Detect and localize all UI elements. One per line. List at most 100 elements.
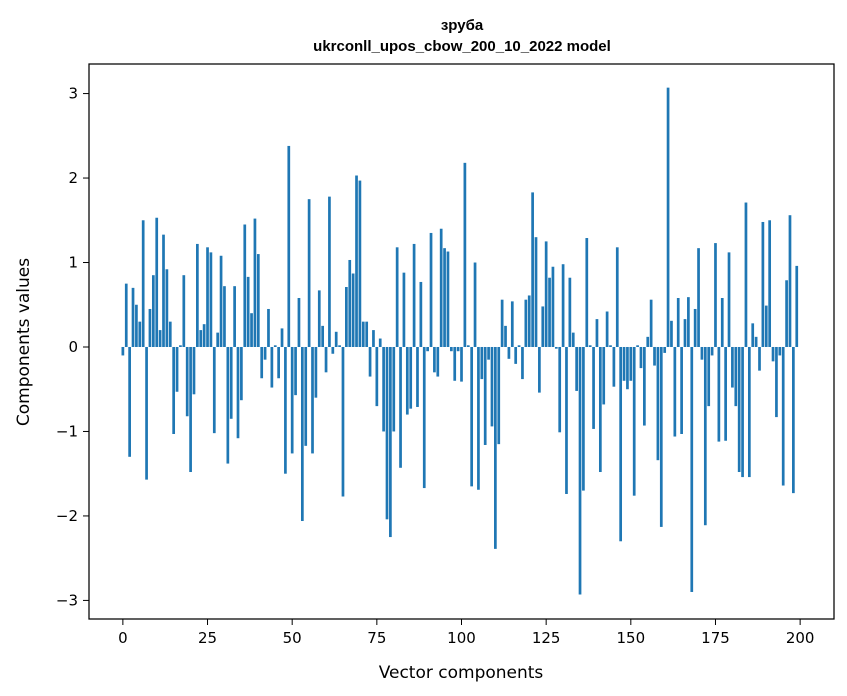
- bar: [429, 232, 433, 347]
- bar: [517, 345, 521, 347]
- bar: [284, 346, 287, 474]
- bar: [792, 346, 795, 494]
- bar: [395, 247, 399, 347]
- bar: [128, 346, 131, 457]
- bar: [504, 325, 507, 347]
- bar: [365, 321, 369, 347]
- bar: [392, 346, 396, 432]
- bar: [372, 330, 375, 347]
- bar: [463, 162, 467, 347]
- bar: [649, 299, 653, 347]
- bar: [405, 346, 409, 415]
- bar: [490, 346, 494, 427]
- bar: [341, 346, 345, 497]
- bar: [568, 277, 572, 347]
- bar: [724, 346, 727, 441]
- bar: [582, 346, 585, 491]
- bar: [470, 346, 474, 487]
- bar: [253, 218, 257, 347]
- bar: [182, 275, 186, 347]
- bar: [466, 345, 470, 347]
- bar: [300, 346, 304, 522]
- x-tick-label: 25: [198, 629, 217, 647]
- bar: [622, 346, 626, 381]
- bar: [700, 346, 704, 360]
- bar: [551, 266, 555, 347]
- bar: [433, 346, 436, 373]
- bar: [219, 255, 223, 347]
- bar: [179, 345, 182, 347]
- bar: [595, 319, 599, 347]
- bar: [754, 336, 758, 347]
- bar: [548, 277, 551, 347]
- bar: [162, 234, 165, 347]
- y-tick-label: −3: [56, 591, 78, 609]
- bar: [473, 262, 477, 347]
- bar: [541, 306, 545, 347]
- bar-series: [121, 87, 799, 595]
- bar: [494, 346, 497, 549]
- bar: [758, 346, 761, 371]
- bar: [175, 346, 179, 392]
- bar: [155, 217, 159, 347]
- bar: [707, 346, 711, 407]
- x-tick-label: 75: [367, 629, 386, 647]
- bar: [605, 311, 609, 347]
- bar: [771, 346, 775, 362]
- x-axis-label: Vector components: [379, 663, 544, 683]
- bar: [768, 220, 772, 347]
- bar: [121, 346, 125, 356]
- bar: [703, 346, 707, 526]
- bar: [744, 202, 748, 347]
- x-tick-label: 200: [786, 629, 815, 647]
- bar: [690, 346, 694, 592]
- bar: [223, 286, 226, 347]
- bar: [165, 269, 169, 347]
- bar: [487, 346, 490, 360]
- bar: [646, 336, 650, 347]
- x-tick-label: 150: [616, 629, 645, 647]
- bar: [666, 87, 670, 347]
- bar: [673, 346, 677, 437]
- bar: [280, 328, 284, 347]
- bar: [389, 346, 392, 538]
- x-tick-label: 100: [447, 629, 476, 647]
- bar: [192, 346, 196, 395]
- bar: [382, 346, 385, 432]
- bar: [138, 321, 142, 347]
- bar: [741, 346, 744, 478]
- bar: [565, 346, 568, 494]
- bar: [260, 346, 264, 379]
- bar: [199, 330, 203, 347]
- bar: [185, 346, 189, 417]
- bar: [497, 346, 501, 445]
- bar: [737, 346, 741, 473]
- bar: [267, 308, 270, 347]
- bar: [304, 346, 308, 446]
- bar: [477, 346, 480, 490]
- bar: [693, 308, 697, 347]
- bar: [507, 346, 511, 359]
- x-axis-ticks: 0 25 50 75 100 125 150 175 200: [118, 619, 814, 647]
- bar: [558, 346, 562, 433]
- bar: [521, 346, 524, 380]
- bar: [216, 332, 220, 347]
- bar: [422, 346, 426, 489]
- bar: [781, 346, 785, 486]
- bar: [538, 346, 541, 393]
- bar: [592, 346, 595, 429]
- plot-frame: [88, 63, 835, 620]
- x-tick-label: 0: [118, 629, 128, 647]
- bar: [615, 247, 619, 347]
- bar: [483, 346, 487, 445]
- bar: [639, 346, 643, 369]
- bar: [375, 346, 379, 407]
- bar: [328, 196, 331, 347]
- bar: [277, 346, 280, 379]
- bar: [409, 346, 413, 409]
- bar: [585, 238, 589, 347]
- bar: [751, 323, 755, 347]
- bar: [240, 346, 243, 401]
- bar: [687, 297, 690, 347]
- bar: [659, 346, 663, 527]
